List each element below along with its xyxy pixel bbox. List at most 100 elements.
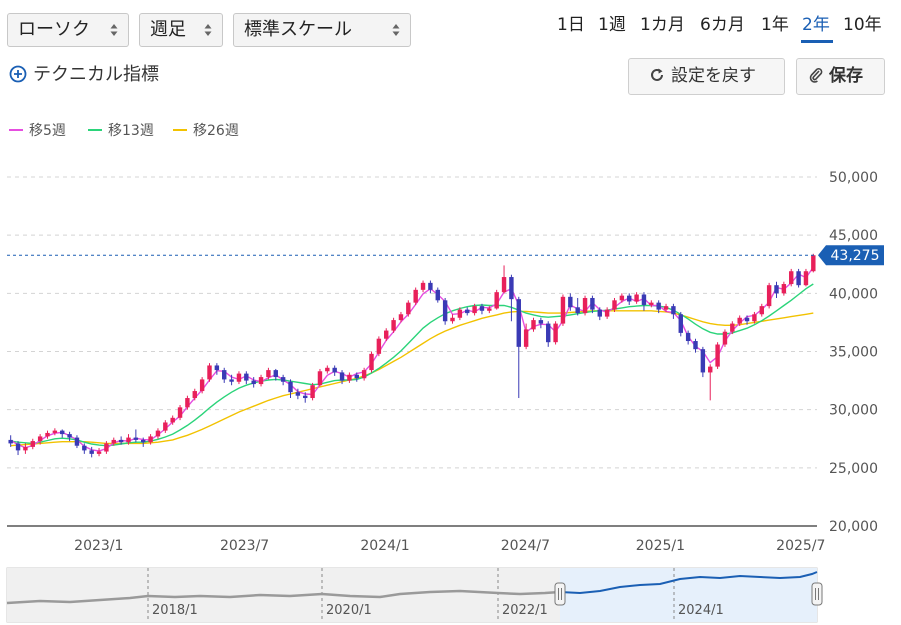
candle-body — [435, 289, 440, 301]
candle — [244, 371, 249, 385]
x-tick-label: 2023/7 — [220, 538, 269, 554]
y-tick-label: 45,000 — [829, 228, 878, 244]
range-tab-6m[interactable]: 6カ月 — [700, 15, 745, 35]
candle — [222, 367, 227, 383]
candle — [509, 274, 514, 322]
candle — [457, 307, 463, 321]
candle — [715, 342, 720, 369]
period-value: 週足 — [150, 19, 186, 40]
candle-body — [37, 436, 43, 442]
legend-ma26-label: 移26週 — [193, 123, 239, 139]
candle-body — [641, 294, 647, 305]
range-tab-2y[interactable]: 2年 — [802, 15, 830, 35]
candle-body — [177, 407, 183, 418]
candle-body — [273, 370, 278, 378]
candle — [170, 415, 175, 425]
candle-body — [487, 308, 492, 311]
candle-body — [568, 296, 573, 308]
candle — [781, 281, 787, 296]
x-axis-ticks: 2023/1 2023/7 2024/1 2024/7 2025/1 2025/7 — [74, 538, 825, 554]
candle — [523, 323, 529, 350]
candle-body — [199, 379, 205, 392]
range-tab-1w[interactable]: 1週 — [598, 15, 626, 35]
candle — [575, 297, 580, 316]
candle — [185, 395, 190, 410]
active-range-indicator — [801, 40, 833, 43]
candle — [376, 336, 382, 357]
candle-body — [575, 307, 580, 314]
candle-body — [96, 451, 102, 454]
candle-body — [376, 338, 382, 354]
navigator-left-handle[interactable] — [554, 582, 566, 606]
candle-body — [612, 300, 617, 310]
candle-body — [627, 295, 632, 302]
legend-ma13-label: 移13週 — [108, 123, 154, 139]
y-axis-ticks: 50,000 45,000 40,000 35,000 30,000 25,000 20,0… — [829, 170, 878, 535]
chart-type-select[interactable]: ローソク — [7, 13, 129, 47]
candle — [361, 367, 367, 381]
candle — [796, 268, 801, 288]
candle — [612, 297, 617, 312]
chart-type-value: ローソク — [18, 19, 90, 40]
candle-body — [538, 320, 544, 324]
candle — [649, 300, 654, 308]
range-tab-1y[interactable]: 1年 — [761, 15, 789, 35]
candle-body — [15, 443, 21, 451]
candle — [207, 363, 212, 382]
candle-body — [104, 443, 109, 452]
candle-body — [722, 331, 728, 345]
candle — [752, 311, 757, 324]
navigator-label: 2020/1 — [326, 603, 372, 618]
candle — [531, 317, 536, 332]
candle-body — [553, 323, 558, 343]
navigator-right-handle[interactable] — [811, 582, 823, 606]
candle-body — [266, 370, 271, 378]
candle — [155, 428, 161, 439]
candle — [332, 365, 337, 376]
ma13-line — [10, 283, 814, 447]
range-tab-1d[interactable]: 1日 — [557, 15, 585, 35]
candles — [8, 253, 816, 458]
candle-body — [774, 285, 779, 294]
plus-circle-icon — [9, 65, 27, 83]
ma5-line — [10, 266, 814, 452]
candle — [803, 268, 809, 287]
navigator-label: 2022/1 — [502, 603, 548, 618]
candle-body — [258, 377, 264, 385]
y-tick-label: 50,000 — [829, 170, 878, 186]
candle-body — [339, 372, 345, 381]
candle-body — [450, 317, 455, 322]
candle — [450, 314, 455, 324]
candle-body — [730, 323, 735, 332]
period-select[interactable]: 週足 — [139, 13, 223, 47]
candle-body — [678, 314, 683, 333]
candle — [671, 303, 676, 319]
technical-indicator-link[interactable]: テクニカル指標 — [9, 62, 159, 88]
x-tick-label: 2024/1 — [360, 538, 409, 554]
paperclip-icon — [809, 68, 823, 83]
navigator-selected-line — [559, 571, 818, 595]
candle-body — [531, 320, 536, 330]
scale-select[interactable]: 標準スケール — [233, 13, 411, 47]
candle-body — [619, 295, 625, 301]
candle-body — [457, 309, 463, 318]
reset-settings-button[interactable]: 設定を戻す — [628, 58, 785, 95]
candle — [590, 295, 595, 314]
candle — [811, 253, 816, 273]
candle-body — [332, 367, 337, 373]
candle — [67, 431, 72, 442]
candle — [60, 429, 65, 438]
range-navigator[interactable]: 2018/1 2020/1 2022/1 2024/1 — [0, 565, 901, 625]
candle-body — [244, 373, 249, 381]
range-tab-1m[interactable]: 1カ月 — [640, 15, 685, 35]
navigator-label: 2018/1 — [152, 603, 198, 618]
save-button[interactable]: 保存 — [796, 58, 885, 95]
candle-body — [582, 297, 588, 314]
candle-body — [597, 309, 602, 317]
legend-ma13-swatch — [88, 129, 102, 131]
candle — [111, 437, 116, 446]
last-price-badge — [818, 245, 884, 266]
x-tick-label: 2024/7 — [501, 538, 550, 554]
sort-arrows-icon — [110, 24, 118, 36]
range-tab-10y[interactable]: 10年 — [843, 15, 882, 35]
